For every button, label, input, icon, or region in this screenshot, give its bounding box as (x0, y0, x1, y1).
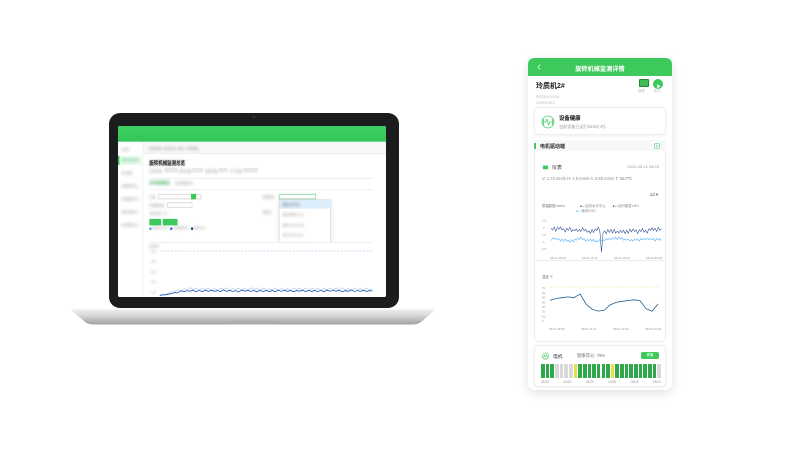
svg-text:20: 20 (542, 310, 546, 314)
svg-text:40: 40 (542, 300, 546, 304)
svg-text:2.5: 2.5 (542, 219, 547, 223)
svg-text:1: 1 (543, 240, 545, 244)
svg-text:70: 70 (542, 286, 546, 290)
svg-text:50: 50 (542, 296, 546, 300)
svg-text:30: 30 (542, 305, 546, 309)
svg-text:2: 2 (543, 226, 545, 230)
svg-text:0: 0 (542, 319, 544, 323)
svg-text:10: 10 (542, 314, 546, 318)
svg-text:0.5: 0.5 (542, 247, 547, 251)
svg-text:1.5: 1.5 (542, 233, 547, 237)
svg-text:60: 60 (542, 291, 546, 295)
